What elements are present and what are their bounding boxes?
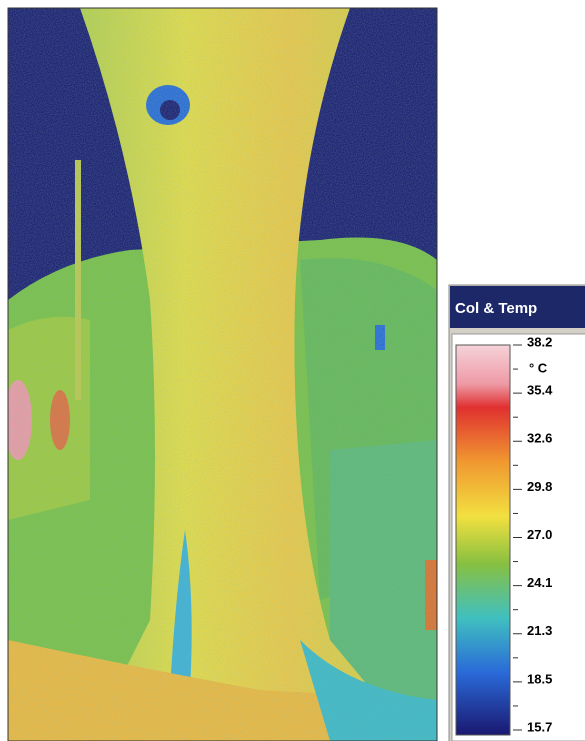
color-bar: [455, 344, 511, 736]
ticks: 38.2 35.4 32.6 29.8 27.0 24.1 21.3 18.5 15.7 ° C: [513, 334, 553, 734]
scale-label: 27.0: [527, 527, 552, 542]
scale-label: 15.7: [527, 719, 552, 734]
scale-label: 21.3: [527, 623, 552, 638]
scale-label: 18.5: [527, 671, 552, 686]
thermal-image: [8, 8, 437, 741]
unit-label: ° C: [529, 360, 548, 375]
legend-panel: Col & Temp 38.2 35.4 32.6 29.8 27.0 24.1 21.3 1…: [448, 284, 585, 741]
legend-title: Col & Temp: [455, 300, 537, 317]
scale-label: 38.2: [527, 334, 552, 349]
title-bar: [450, 286, 585, 328]
image-border: [7, 7, 438, 741]
scale-label: 29.8: [527, 479, 552, 494]
scale-label: 32.6: [527, 431, 552, 446]
scale-label: 24.1: [527, 575, 552, 590]
scale-label: 35.4: [527, 383, 553, 398]
